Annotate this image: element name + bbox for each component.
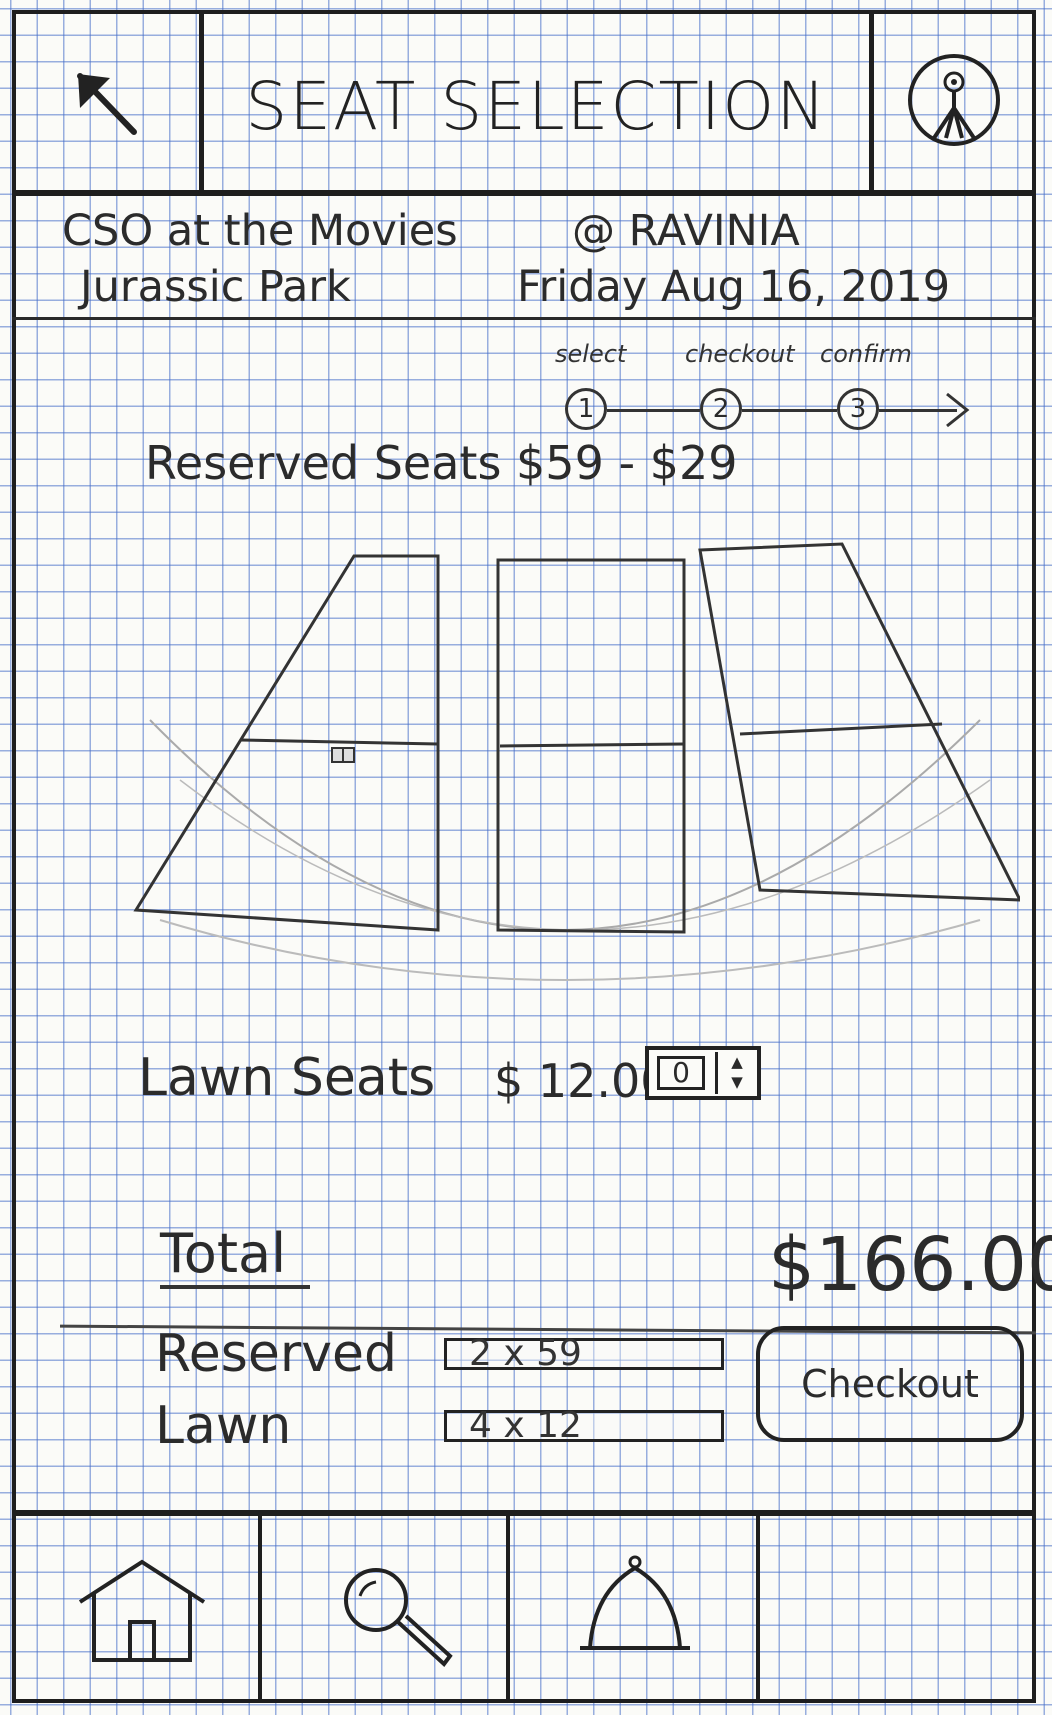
lawn-seats-price: $ 12.00 bbox=[494, 1054, 670, 1108]
step-label-confirm: confirm bbox=[820, 340, 912, 368]
total-amount: $166.00 bbox=[768, 1222, 1052, 1308]
lawn-quantity-value[interactable]: 0 bbox=[657, 1056, 705, 1090]
step-connector bbox=[607, 409, 700, 412]
bottom-tab-bar bbox=[12, 1510, 1036, 1703]
lawn-breakdown-label: Lawn bbox=[155, 1396, 292, 1456]
lawn-seats-label: Lawn Seats bbox=[138, 1048, 436, 1108]
checkout-button[interactable]: Checkout bbox=[756, 1326, 1024, 1442]
section-center[interactable] bbox=[496, 558, 686, 934]
phone-frame bbox=[12, 10, 1036, 1703]
progress-stepper: select checkout confirm 1 2 3 bbox=[555, 340, 975, 440]
tab-search[interactable] bbox=[262, 1516, 510, 1703]
top-bar: Seat Selection bbox=[12, 10, 1036, 196]
quantity-arrows[interactable]: ▲ ▼ bbox=[715, 1052, 756, 1094]
total-label: Total bbox=[160, 1222, 311, 1289]
seat-map bbox=[120, 520, 1023, 1040]
back-button[interactable] bbox=[12, 10, 204, 190]
tab-notifications[interactable] bbox=[510, 1516, 760, 1703]
step-connector bbox=[742, 409, 837, 412]
reserved-breakdown-label: Reserved bbox=[155, 1324, 398, 1384]
section-left[interactable] bbox=[133, 554, 440, 932]
page-title: Seat Selection bbox=[245, 68, 828, 145]
reserved-seats-heading: Reserved Seats $59 - $29 bbox=[145, 436, 738, 490]
event-date: Friday Aug 16, 2019 bbox=[517, 262, 951, 312]
section-right[interactable] bbox=[698, 542, 1023, 902]
profile-button[interactable] bbox=[869, 10, 1036, 190]
step-connector bbox=[879, 409, 957, 412]
event-film: Jurassic Park bbox=[80, 262, 351, 312]
event-venue: @ RAVINIA bbox=[572, 206, 800, 256]
step-2[interactable]: 2 bbox=[700, 388, 742, 430]
reserved-breakdown-field: 2 x 59 bbox=[444, 1336, 724, 1372]
lawn-breakdown-field: 4 x 12 bbox=[444, 1408, 724, 1444]
tab-empty bbox=[760, 1516, 1036, 1703]
decrement-icon[interactable]: ▼ bbox=[731, 1073, 743, 1091]
step-3[interactable]: 3 bbox=[837, 388, 879, 430]
lawn-quantity-stepper[interactable]: 0 ▲ ▼ bbox=[645, 1046, 761, 1100]
title-area: Seat Selection bbox=[204, 10, 869, 190]
event-info: CSO at the Movies @ RAVINIA Jurassic Par… bbox=[12, 196, 1036, 320]
step-label-checkout: checkout bbox=[685, 340, 795, 368]
step-label-select: select bbox=[555, 340, 627, 368]
tab-home[interactable] bbox=[12, 1516, 262, 1703]
increment-icon[interactable]: ▲ bbox=[731, 1053, 743, 1071]
lawn-seats-row: Lawn Seats $ 12.00 bbox=[138, 1048, 938, 1118]
step-1[interactable]: 1 bbox=[565, 388, 607, 430]
event-name: CSO at the Movies bbox=[62, 206, 458, 256]
